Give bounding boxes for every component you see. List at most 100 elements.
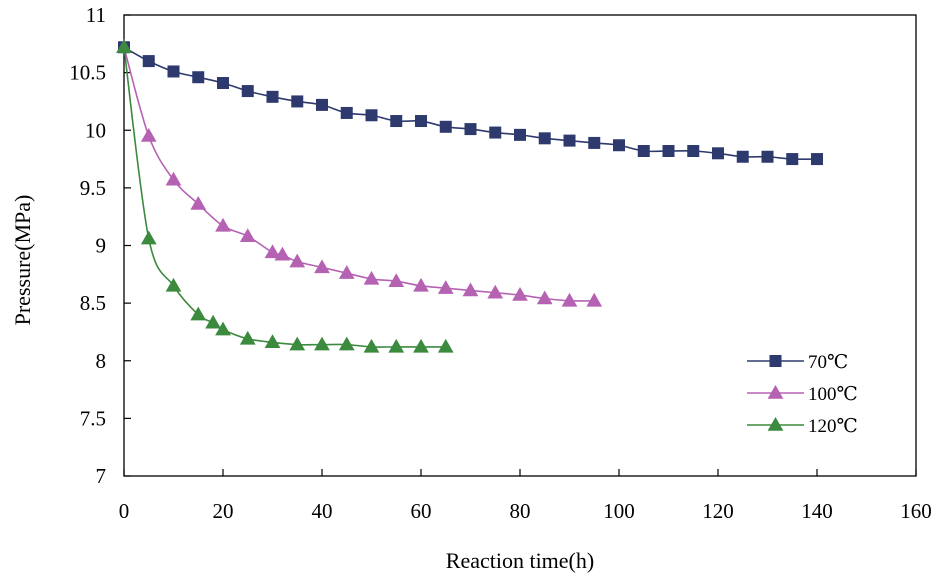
data-point [192,71,205,84]
data-point [439,120,452,133]
legend-item: 120℃ [747,416,858,437]
data-point [811,153,823,166]
data-point [316,98,328,111]
data-point [239,228,256,243]
y-tick-label: 11 [86,3,106,27]
data-point [190,196,207,210]
data-point [388,273,405,287]
x-tick-label: 100 [603,499,635,523]
data-point [512,287,528,301]
data-point [415,115,427,128]
data-point [613,139,625,152]
data-point [437,338,454,353]
data-point [264,244,281,259]
data-point [514,128,526,141]
data-point [314,259,330,274]
data-point [637,144,650,157]
legend-marker [769,355,782,367]
data-point [687,144,700,157]
data-point [712,147,724,160]
legend-marker [767,384,784,399]
x-tick-label: 20 [213,499,234,523]
data-point [266,90,279,103]
x-tick-label: 80 [510,499,531,523]
data-point [241,85,254,98]
data-point [340,106,353,119]
data-point [388,338,405,353]
data-point [314,336,330,351]
data-point [215,217,231,232]
data-point [413,277,429,292]
x-tick-label: 140 [801,499,833,523]
legend-item: 70℃ [747,352,848,373]
data-point [662,144,675,157]
plot-frame [123,14,917,477]
x-tick-label: 120 [702,499,734,523]
x-axis-title: Reaction time(h) [446,548,594,573]
data-point [205,314,221,329]
series-100C [116,39,603,307]
y-tick-label: 10 [85,118,106,142]
data-point [167,65,180,78]
data-point [239,330,256,345]
x-tick-label: 40 [312,499,333,523]
data-point [338,336,355,351]
y-tick-label: 9 [96,234,107,258]
data-point [561,292,578,307]
data-point [462,282,479,297]
data-point [390,115,403,128]
data-point [563,134,576,147]
legend-label: 120℃ [808,416,858,437]
data-point [761,150,774,163]
data-point [116,39,132,54]
series-line [123,47,595,302]
data-point [165,171,182,186]
data-point [487,284,504,299]
data-point [437,280,454,294]
legend-marker [767,416,784,431]
data-point [413,338,429,353]
y-tick-label: 8.5 [80,291,106,315]
data-point [365,109,378,122]
data-point [190,306,207,321]
data-point [588,136,601,149]
data-point [338,265,355,279]
data-point [464,123,477,136]
x-tick-label: 160 [900,499,932,523]
data-point [489,126,502,139]
data-point [217,76,229,89]
data-point [538,132,551,145]
y-tick-label: 7 [96,464,107,488]
legend-item: 100℃ [747,384,858,405]
data-point [140,128,157,142]
data-point [289,336,306,351]
data-point [215,321,231,336]
data-point [142,55,155,68]
data-point [140,230,157,245]
data-point [274,246,291,261]
data-point [536,290,553,305]
series-120C [116,39,454,353]
data-point [736,150,749,163]
data-point [264,334,281,349]
data-point [786,153,799,166]
data-point [586,292,603,307]
series-line [123,47,446,348]
data-point [291,95,304,108]
y-axis-title: Pressure(MPa) [10,195,35,326]
axes-layer: 0 20 40 60 80 100 120 140 160 7 7.5 8 8.5 9 9.5 10 10.5 1… [69,3,932,523]
data-point [165,277,182,292]
data-point [289,253,306,268]
series-layer [116,39,823,353]
y-tick-label: 7.5 [80,406,106,430]
y-tick-label: 8 [96,349,107,373]
x-tick-label: 60 [411,499,432,523]
series-line [123,46,818,161]
y-tick-label: 10.5 [69,61,106,85]
legend-label: 100℃ [808,384,858,405]
data-point [363,270,380,285]
series-70C [118,41,823,166]
y-tick-label: 9.5 [80,176,106,200]
